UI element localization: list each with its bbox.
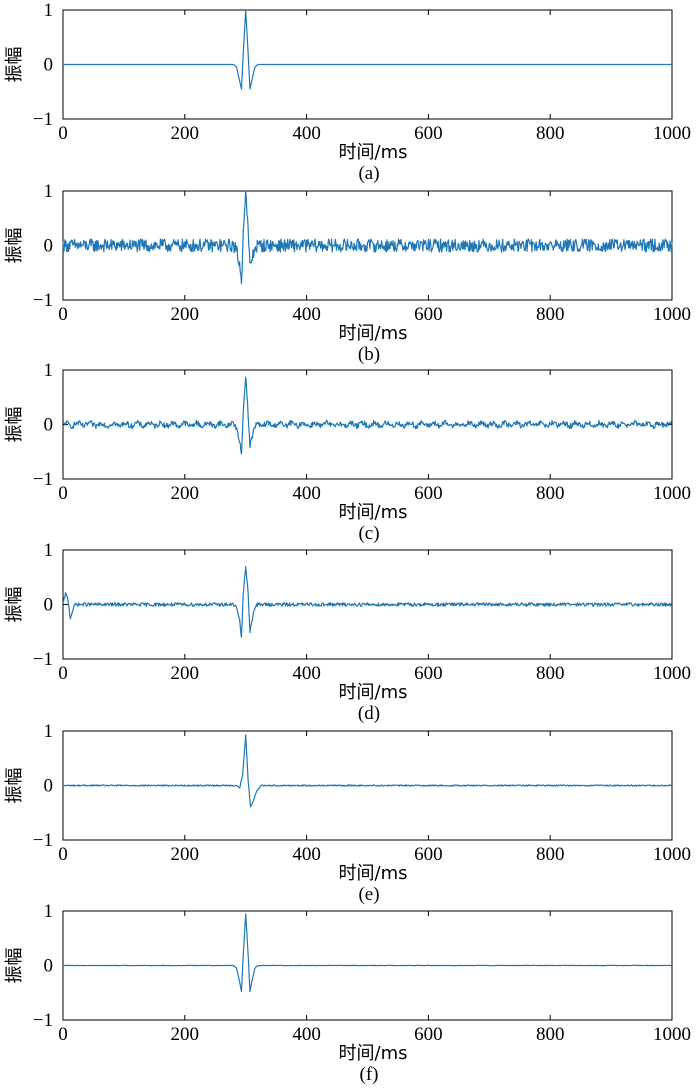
x-tick-label: 0 [58, 483, 68, 504]
x-tick-label: 600 [414, 123, 443, 144]
x-tick-label: 1000 [653, 123, 691, 144]
x-tick-label: 400 [292, 1024, 321, 1045]
x-tick-label: 800 [536, 483, 565, 504]
y-tick-label: 1 [44, 360, 54, 381]
x-tick-label: 1000 [653, 483, 691, 504]
series-line [62, 566, 673, 638]
x-tick-label: 200 [171, 123, 200, 144]
panel-caption: (f) [360, 1064, 379, 1085]
x-tick-label: 800 [536, 304, 565, 325]
y-tick-label: 0 [44, 956, 54, 977]
y-tick-label: 0 [44, 776, 54, 797]
panel-caption: (c) [358, 523, 379, 544]
series-line [63, 9, 672, 90]
y-tick-label: 1 [44, 181, 54, 202]
x-tick-label: 200 [171, 483, 200, 504]
y-axis-label: 振幅 [4, 948, 25, 984]
y-axis-label: 振幅 [4, 587, 25, 623]
panel-caption: (d) [358, 703, 380, 724]
y-tick-label: −1 [33, 109, 53, 130]
x-tick-label: 400 [292, 123, 321, 144]
y-tick-label: 0 [44, 55, 54, 76]
series-line [62, 190, 673, 285]
x-tick-label: 1000 [653, 304, 691, 325]
x-tick-label: 1000 [653, 1024, 691, 1045]
x-tick-label: 400 [292, 483, 321, 504]
y-tick-label: 0 [44, 595, 54, 616]
y-tick-label: 0 [44, 415, 54, 436]
x-axis-label: 时间/ms [339, 682, 408, 703]
x-tick-label: 1000 [653, 663, 691, 684]
y-tick-label: −1 [33, 290, 53, 311]
y-axis-label: 振幅 [4, 228, 25, 264]
x-tick-label: 200 [171, 1024, 200, 1045]
x-tick-label: 400 [292, 663, 321, 684]
y-tick-label: 1 [44, 901, 54, 922]
y-tick-label: −1 [33, 830, 53, 851]
y-axis-label: 振幅 [4, 407, 25, 443]
x-tick-label: 0 [58, 844, 68, 865]
x-tick-label: 0 [58, 304, 68, 325]
x-axis-label: 时间/ms [339, 323, 408, 344]
x-tick-label: 400 [292, 844, 321, 865]
series-line [62, 376, 673, 455]
x-axis-label: 时间/ms [339, 863, 408, 884]
x-tick-label: 600 [414, 1024, 443, 1045]
y-tick-label: 1 [44, 0, 54, 21]
x-tick-label: 1000 [653, 844, 691, 865]
y-tick-label: 1 [44, 721, 54, 742]
x-tick-label: 800 [536, 844, 565, 865]
y-axis-label: 振幅 [4, 768, 25, 804]
series-line [62, 913, 673, 993]
x-axis-label: 时间/ms [339, 1043, 408, 1064]
y-tick-label: −1 [33, 469, 53, 490]
series-line [62, 734, 673, 808]
x-tick-label: 600 [414, 844, 443, 865]
panel-caption: (b) [358, 344, 380, 365]
x-tick-label: 600 [414, 663, 443, 684]
x-axis-label: 时间/ms [339, 502, 408, 523]
x-tick-label: 800 [536, 123, 565, 144]
panel-caption: (e) [358, 884, 379, 905]
x-tick-label: 0 [58, 123, 68, 144]
x-tick-label: 600 [414, 304, 443, 325]
y-axis-label: 振幅 [4, 47, 25, 83]
y-tick-label: −1 [33, 649, 53, 670]
x-tick-label: 400 [292, 304, 321, 325]
y-tick-label: 1 [44, 540, 54, 561]
x-tick-label: 600 [414, 483, 443, 504]
x-tick-label: 0 [58, 1024, 68, 1045]
x-tick-label: 800 [536, 1024, 565, 1045]
x-tick-label: 200 [171, 844, 200, 865]
x-tick-label: 200 [171, 304, 200, 325]
y-tick-label: 0 [44, 236, 54, 257]
x-tick-label: 200 [171, 663, 200, 684]
y-tick-label: −1 [33, 1010, 53, 1031]
x-tick-label: 0 [58, 663, 68, 684]
panel-caption: (a) [358, 163, 379, 184]
x-axis-label: 时间/ms [339, 142, 408, 163]
x-tick-label: 800 [536, 663, 565, 684]
